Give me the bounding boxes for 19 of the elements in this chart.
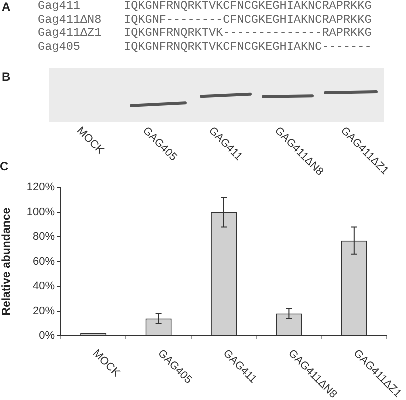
y-tick-label: 60% (32, 256, 56, 268)
text: IQKGNFRNQRKTVKCFNCGKEGHIAKNCRAPRKKG (124, 0, 372, 13)
y-tick-label: 0% (39, 330, 56, 342)
category-label: Gag411ΔZ1 (38, 26, 102, 40)
text: IQKGNFRNQRKTVK--------------RAPRKKG (124, 26, 372, 40)
text: B (2, 70, 11, 84)
text: IQKGNF--------CFNCGKEGHIAKNCRAPRKKG (124, 12, 372, 27)
y-tick-label: 80% (32, 231, 56, 244)
chart-title: C (0, 160, 9, 174)
category-label: Gag411 (38, 0, 80, 13)
y-tick-label: 20% (32, 305, 56, 318)
y-tick-label: 40% (32, 280, 56, 293)
text: A (2, 0, 11, 14)
y-axis-title: Relative abundance (1, 208, 14, 316)
category-label: Gag411ΔN8 (38, 12, 102, 27)
category-label: Gag405 (38, 40, 80, 54)
y-tick-label: 100% (26, 206, 56, 218)
y-tick-label: 120% (26, 182, 56, 194)
text: IQKGNFRNQRKTVKCFNCGKEGHIAKNC------- (124, 40, 372, 54)
